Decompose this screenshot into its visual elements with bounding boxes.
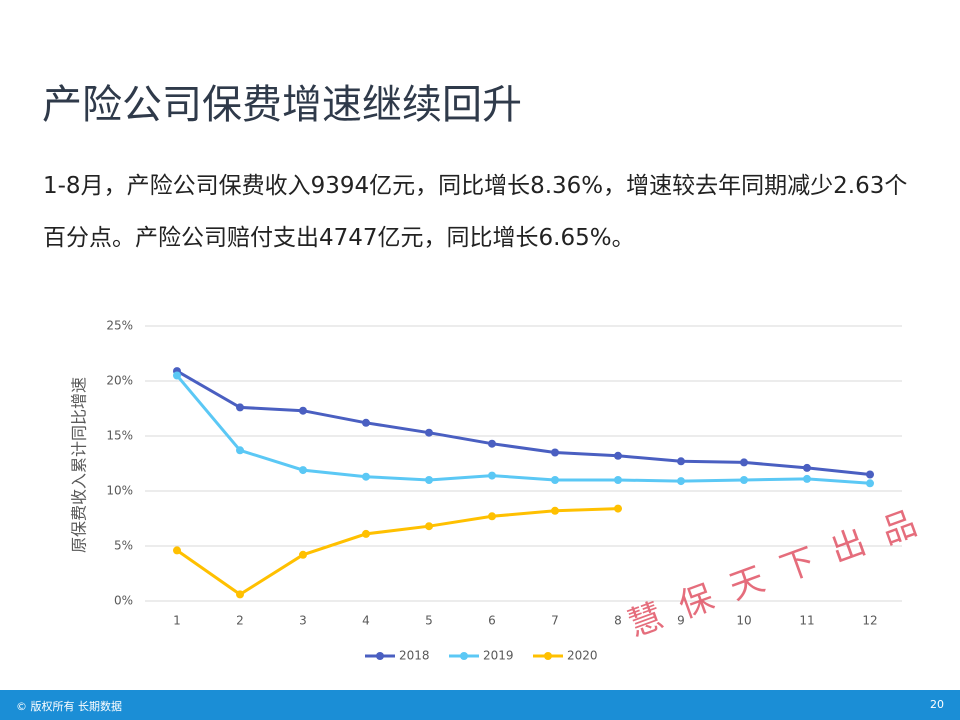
legend-label: 2019 bbox=[483, 649, 514, 663]
y-axis-label: 原保费收入累计同比增速 bbox=[70, 377, 89, 553]
x-tick-label: 11 bbox=[799, 614, 814, 628]
legend-label: 2018 bbox=[399, 649, 430, 663]
x-tick-label: 12 bbox=[862, 614, 877, 628]
point bbox=[614, 476, 622, 484]
point bbox=[173, 371, 181, 380]
x-tick-label: 10 bbox=[736, 614, 751, 628]
point bbox=[488, 439, 496, 448]
point bbox=[614, 451, 622, 460]
point bbox=[425, 428, 433, 437]
point bbox=[425, 522, 433, 531]
point bbox=[551, 448, 559, 457]
point bbox=[362, 418, 370, 427]
y-tick-label: 20% bbox=[106, 374, 133, 388]
x-tick-label: 9 bbox=[677, 614, 685, 628]
y-tick-label: 25% bbox=[106, 319, 133, 333]
point bbox=[299, 466, 307, 475]
x-tick-label: 6 bbox=[488, 614, 496, 628]
page-number: 20 bbox=[930, 698, 944, 711]
point bbox=[173, 546, 181, 555]
point bbox=[551, 476, 559, 484]
point bbox=[614, 504, 622, 513]
legend-marker bbox=[460, 652, 468, 660]
x-tick-label: 5 bbox=[425, 614, 433, 628]
y-tick-label: 15% bbox=[106, 429, 133, 443]
series-line bbox=[176, 369, 871, 476]
x-tick-label: 7 bbox=[551, 614, 559, 628]
point bbox=[236, 590, 244, 599]
point bbox=[488, 512, 496, 521]
point bbox=[488, 471, 496, 480]
x-tick-label: 1 bbox=[173, 614, 181, 628]
point bbox=[866, 479, 874, 488]
point bbox=[677, 477, 685, 486]
point bbox=[551, 506, 559, 515]
slide-body: 1-8月，产险公司保费收入9394亿元，同比增长8.36%，增速较去年同期减少2… bbox=[43, 173, 908, 251]
point bbox=[362, 529, 370, 538]
point bbox=[677, 457, 685, 466]
copyright: © 版权所有 长期数据 bbox=[16, 700, 122, 713]
point bbox=[803, 463, 811, 472]
point bbox=[866, 470, 874, 479]
point bbox=[740, 458, 748, 467]
slide-title: 产险公司保费增速继续回升 bbox=[42, 82, 522, 128]
y-tick-label: 10% bbox=[106, 484, 133, 498]
point bbox=[803, 474, 811, 483]
point bbox=[299, 550, 307, 559]
series-line bbox=[175, 374, 871, 485]
point bbox=[425, 476, 433, 484]
y-tick-label: 5% bbox=[114, 539, 133, 553]
point bbox=[362, 472, 370, 481]
point bbox=[236, 403, 244, 412]
x-tick-label: 3 bbox=[299, 614, 307, 628]
series-line bbox=[176, 507, 619, 597]
legend-label: 2020 bbox=[567, 649, 598, 663]
point bbox=[299, 406, 307, 415]
legend-marker bbox=[376, 652, 384, 660]
x-tick-label: 4 bbox=[362, 614, 370, 628]
legend-marker bbox=[544, 652, 552, 660]
point bbox=[740, 476, 748, 484]
x-tick-label: 8 bbox=[614, 614, 622, 628]
footer: © 版权所有 长期数据 20 bbox=[0, 690, 960, 720]
y-tick-label: 0% bbox=[114, 594, 133, 608]
chart: 原保费收入累计同比增速 0%5%10%15%20%25%1 2 3 4 5 6 7 8 9 10 1… bbox=[70, 319, 902, 663]
x-tick-label: 2 bbox=[236, 614, 244, 628]
point bbox=[236, 446, 244, 455]
